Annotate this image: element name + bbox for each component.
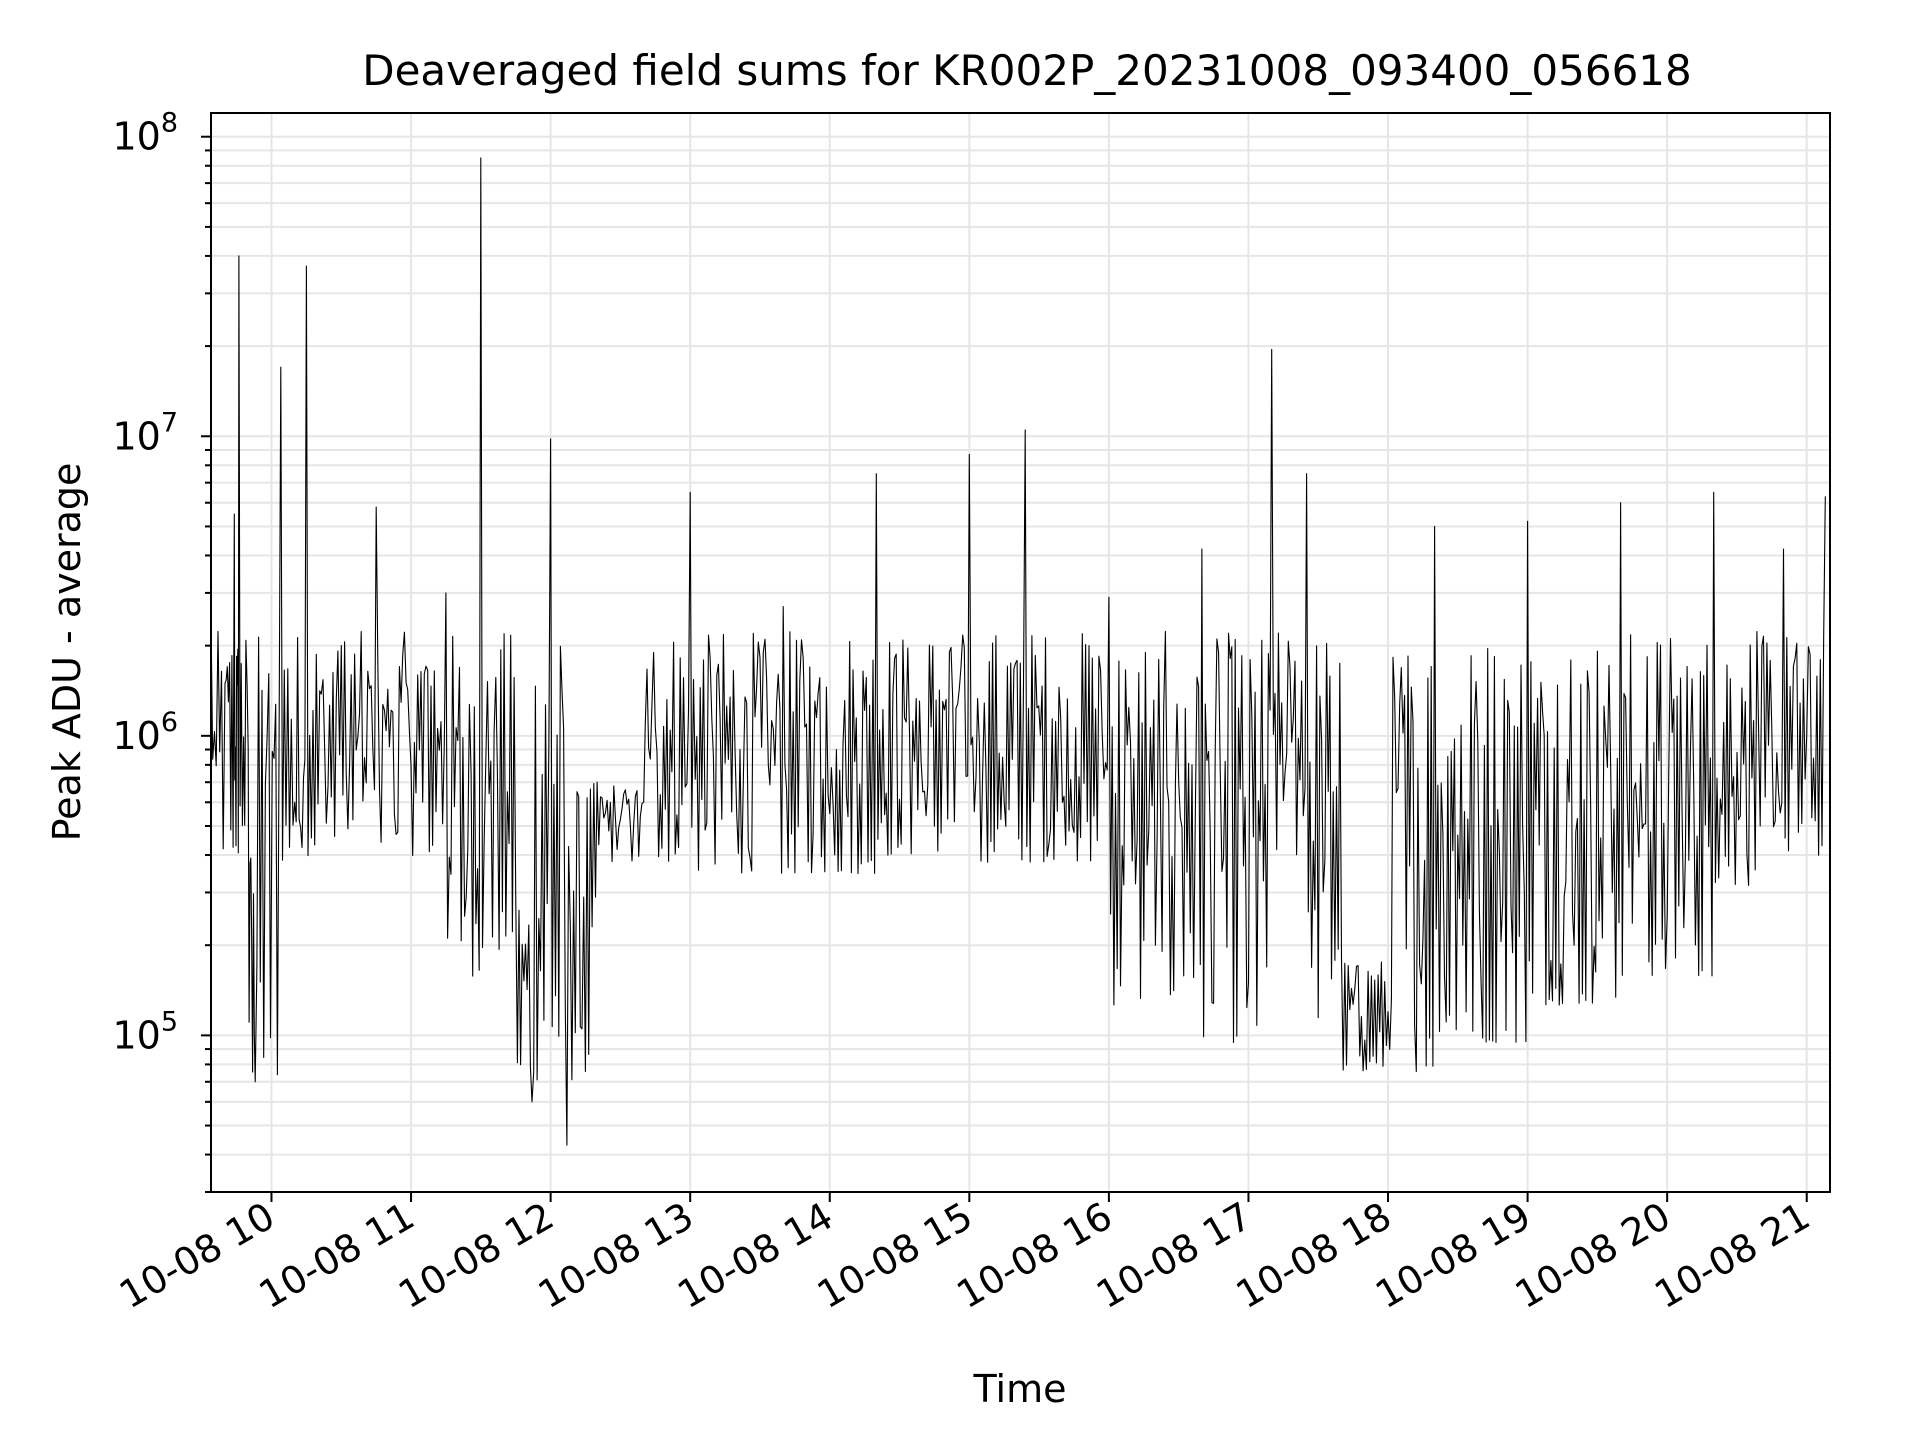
y-axis-label: Peak ADU - average <box>45 463 89 842</box>
y-tick-label: 106 <box>112 707 178 758</box>
grid <box>211 113 1830 1193</box>
line-series <box>210 157 1826 1146</box>
series-line <box>210 157 1826 1146</box>
y-tick-label: 107 <box>112 407 178 458</box>
x-axis-label: Time <box>973 1367 1067 1411</box>
y-tick-label: 108 <box>112 108 178 159</box>
y-tick-label: 105 <box>112 1006 178 1057</box>
chart-title: Deaveraged field sums for KR002P_2023100… <box>362 46 1692 95</box>
plot-frame <box>210 112 1831 1193</box>
